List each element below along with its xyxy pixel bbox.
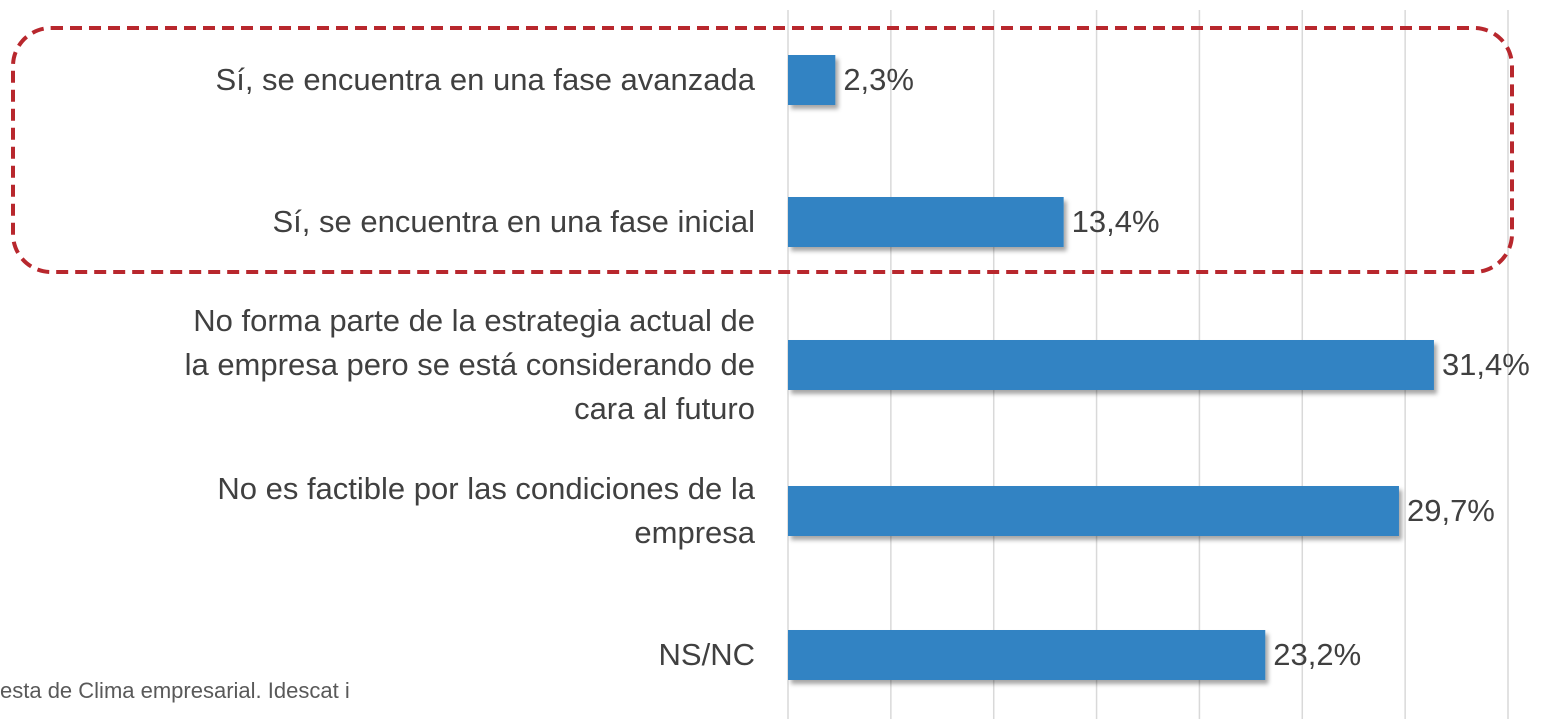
category-label: No forma parte de la estrategia actual d…: [184, 303, 755, 426]
value-label: 31,4%: [1441, 347, 1530, 382]
category-label: Sí, se encuentra en una fase inicial: [272, 204, 755, 239]
value-label: 23,2%: [1273, 637, 1362, 672]
value-label: 13,4%: [1071, 204, 1160, 239]
highlight-box: [11, 26, 1514, 274]
category-label: NS/NC: [658, 637, 755, 672]
value-label: 29,7%: [1406, 493, 1495, 528]
bar: [788, 630, 1266, 680]
category-label: No es factible por las condiciones de la…: [217, 471, 755, 550]
source: esta de Clima empresarial. Idescat i: [0, 678, 350, 703]
value-label: 2,3%: [843, 62, 914, 97]
bar: [788, 55, 836, 105]
bar: [788, 340, 1434, 390]
category-label: Sí, se encuentra en una fase avanzada: [215, 62, 755, 97]
bar: [788, 486, 1399, 536]
bar: [788, 197, 1064, 247]
